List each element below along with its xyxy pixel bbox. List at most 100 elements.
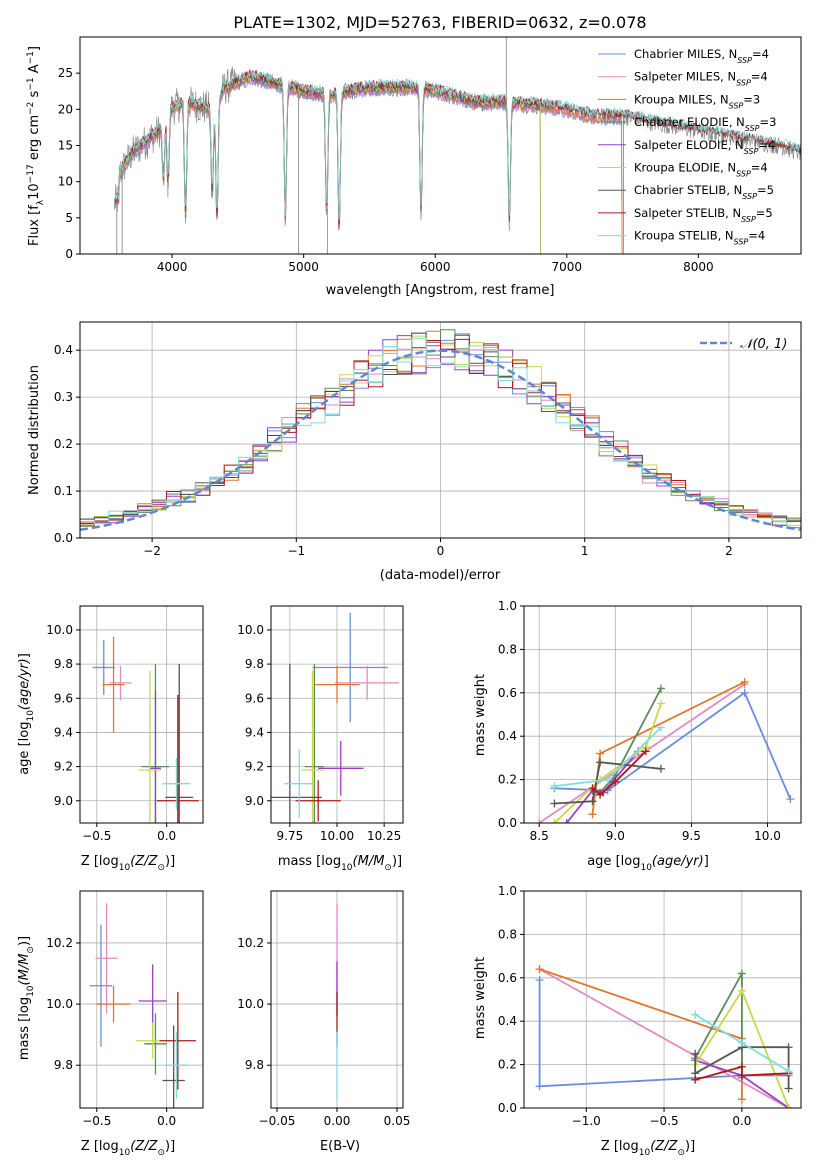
weight-line-salpeter_miles: [539, 968, 790, 1108]
weight-marker-salpeter_stelib: [611, 777, 620, 786]
errorbar-point-chabrier_miles: [92, 640, 115, 695]
errorbar-point-kroupa_stelib: [165, 1031, 188, 1099]
y-tick-label: 0.3: [54, 390, 73, 404]
y-tick-label: 10.0: [46, 623, 73, 637]
weight-line-salpeter_elodie: [565, 750, 639, 823]
weight-marker-chabrier_stelib: [596, 758, 605, 767]
errorbar-point-kroupa_miles: [102, 636, 125, 733]
y-tick-label: 9.2: [54, 760, 73, 774]
legend-label-salpeter_elodie: Salpeter ELODIE, NSSP=4: [634, 138, 775, 156]
x-tick-label: 1: [581, 544, 589, 558]
weight-marker-kroupa_elodie: [656, 699, 665, 708]
y-tick-label: 1.0: [498, 884, 517, 898]
x-tick-label: −1: [287, 544, 305, 558]
x-tick-label: 0: [437, 544, 445, 558]
weight-marker-chabrier_miles: [535, 1082, 544, 1091]
weight-marker-chabrier_elodie: [656, 684, 665, 693]
y-tick-label: 10.0: [237, 623, 264, 637]
y-tick-label: 0.2: [498, 1058, 517, 1072]
y-tick-label: 0.6: [498, 686, 517, 700]
legend-label-salpeter_miles: Salpeter MILES, NSSP=4: [634, 70, 768, 88]
panel-age_vs_mass: 9.75 10.00 10.25 9.0 9.2 9.4 9.6 9.8 10.0: [237, 605, 404, 843]
hist-ylabel: Normed distribution: [27, 365, 42, 495]
normal-reference-curve: [80, 349, 801, 532]
y-tick-label: 15: [58, 139, 73, 153]
y-tick-label: 0.1: [54, 484, 73, 498]
errorbar-point-chabrier_stelib: [165, 664, 194, 823]
weight-z-xlabel: Z [log10(Z/Z⊙)]: [601, 1139, 695, 1158]
weight-marker-chabrier_stelib: [588, 797, 597, 806]
errorbar-point-salpeter_elodie: [149, 691, 162, 823]
weight-marker-salpeter_miles: [535, 819, 544, 823]
weight-marker-salpeter_stelib: [588, 784, 597, 793]
x-tick-label: −0.05: [259, 1114, 296, 1128]
axes-frame: [79, 890, 204, 1109]
plot-area-mass_vs_Z: [89, 903, 197, 1108]
y-tick-label: 0.0: [54, 531, 73, 545]
weight-marker-kroupa_miles: [596, 749, 605, 758]
legend-label-chabrier_elodie: Chabrier ELODIE, NSSP=3: [634, 115, 776, 133]
y-tick-label: 9.4: [245, 725, 264, 739]
errorbar-point-salpeter_elodie: [318, 740, 364, 796]
errorbar-point-salpeter_stelib: [295, 780, 341, 822]
errorbar-point-chabrier_miles: [89, 924, 113, 1047]
age-mass-xlabel: mass [log10(M/M⊙)]: [278, 854, 402, 873]
errorbar-point-salpeter_miles: [109, 665, 132, 700]
weight-marker-kroupa_miles: [737, 1095, 746, 1104]
legend-label-chabrier_stelib: Chabrier STELIB, NSSP=5: [634, 183, 774, 201]
y-tick-label: 9.8: [245, 1058, 264, 1072]
errorbar-point-chabrier_miles: [312, 612, 388, 723]
y-tick-label: 9.0: [54, 794, 73, 808]
weight-line-chabrier_miles: [554, 691, 792, 800]
weight-marker-kroupa_miles: [740, 677, 749, 686]
y-tick-label: 0.0: [498, 816, 517, 830]
panel-weight_vs_age: 8.5 9.0 9.5 10.0 0.0 0.2 0.4 0.6 0.8 1.0: [498, 599, 802, 843]
weight-marker-kroupa_elodie: [784, 1104, 793, 1108]
weight-marker-kroupa_stelib: [550, 782, 559, 791]
axes-frame: [523, 605, 802, 824]
weight-line-salpeter_miles: [538, 683, 746, 823]
x-tick-label: −0.5: [649, 1114, 678, 1128]
y-tick-label: 0.0: [498, 1101, 517, 1115]
weight-marker-kroupa_miles: [535, 965, 544, 974]
hist-series-kroupa_stelib: [80, 337, 801, 538]
weight-marker-salpeter_stelib: [737, 1062, 746, 1071]
panel-mass_vs_Z: −0.5 0.0 9.8 10.0 10.2: [46, 890, 204, 1128]
plot-area-weight_vs_age: [535, 677, 795, 823]
age-z-ylabel: age [log10(age/yr)]: [17, 653, 36, 775]
weight-marker-kroupa_elodie: [550, 819, 559, 823]
weight-marker-chabrier_miles: [535, 975, 544, 984]
weight-marker-kroupa_miles: [588, 810, 597, 819]
errorbar-point-salpeter_miles: [335, 665, 400, 700]
weight-marker-kroupa_stelib: [656, 723, 665, 732]
y-tick-label: 1.0: [498, 599, 517, 613]
panel-spectrum: 4000 5000 6000 7000 8000 0 5 10 15 20 25 Chabrier M…: [58, 36, 802, 274]
y-tick-label: 0.4: [498, 1014, 517, 1028]
y-tick-label: 5: [65, 211, 73, 225]
plot-area-age_vs_Z: [92, 636, 199, 823]
errorbar-point-chabrier_elodie: [144, 1013, 167, 1075]
x-tick-label: 6000: [420, 260, 451, 274]
y-tick-label: 10.2: [237, 936, 264, 950]
x-tick-label: −1.0: [572, 1114, 601, 1128]
y-tick-label: 9.8: [245, 657, 264, 671]
weight-marker-chabrier_stelib: [656, 764, 665, 773]
y-tick-label: 10.0: [46, 997, 73, 1011]
weight-marker-salpeter_stelib: [596, 790, 605, 799]
weight-marker-salpeter_stelib: [641, 747, 650, 756]
y-tick-label: 0.4: [54, 343, 73, 357]
weight-line-chabrier_miles: [538, 980, 789, 1088]
x-tick-label: 8000: [683, 260, 714, 274]
errorbar-point-kroupa_stelib: [162, 758, 191, 810]
weight-marker-chabrier_miles: [786, 795, 795, 804]
x-tick-label: 5000: [288, 260, 319, 274]
y-tick-label: 0.8: [498, 642, 517, 656]
weight-marker-salpeter_stelib: [691, 1075, 700, 1084]
legend-label-kroupa_stelib: Kroupa STELIB, NSSP=4: [634, 229, 765, 247]
x-tick-label: −0.5: [82, 1114, 111, 1128]
x-tick-label: 0.00: [324, 1114, 351, 1128]
legend-label-chabrier_miles: Chabrier MILES, NSSP=4: [634, 47, 769, 65]
mass-z-ylabel: mass [log10(M/M⊙)]: [17, 936, 36, 1060]
y-tick-label: 0.2: [498, 773, 517, 787]
y-tick-label: 9.8: [54, 657, 73, 671]
